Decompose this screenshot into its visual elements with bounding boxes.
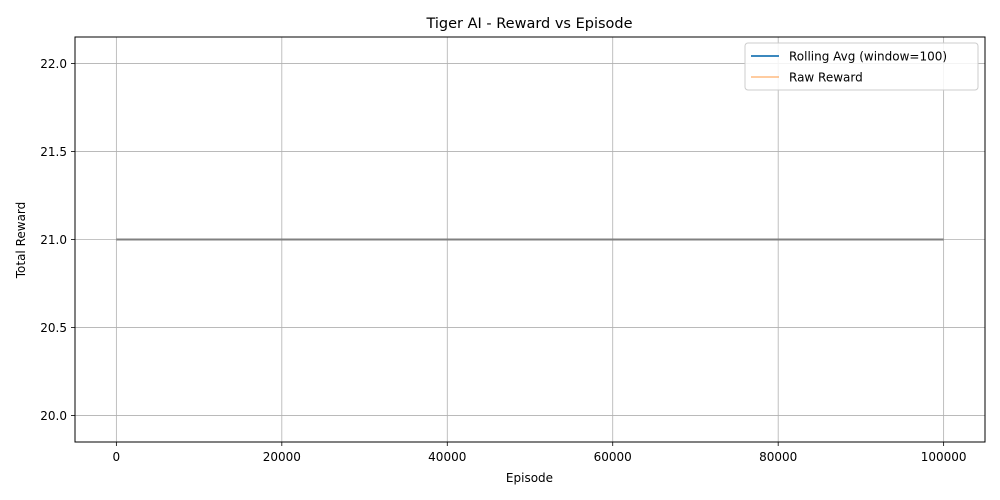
y-axis-label: Total Reward (14, 202, 28, 280)
x-tick-label: 0 (113, 450, 121, 464)
x-axis-label: Episode (506, 471, 553, 485)
x-tick-label: 40000 (428, 450, 466, 464)
x-tick-label: 60000 (594, 450, 632, 464)
axis-ticks: 0 20000 40000 60000 80000 100000 20.0 20.5 21.0 2… (40, 57, 966, 464)
legend-label: Rolling Avg (window=100) (789, 50, 947, 64)
y-tick-label: 22.0 (40, 57, 67, 71)
y-tick-label: 21.0 (40, 233, 67, 247)
y-tick-label: 21.5 (40, 145, 67, 159)
legend-box (744, 42, 979, 91)
chart-title: Tiger AI - Reward vs Episode (425, 16, 632, 32)
x-tick-label: 100000 (921, 450, 967, 464)
x-tick-label: 80000 (759, 450, 797, 464)
legend-label: Raw Reward (789, 71, 863, 85)
x-tick-label: 20000 (263, 450, 301, 464)
y-tick-label: 20.0 (40, 409, 67, 423)
legend: Rolling Avg (window=100) Raw Reward (744, 42, 979, 91)
y-tick-label: 20.5 (40, 321, 67, 335)
